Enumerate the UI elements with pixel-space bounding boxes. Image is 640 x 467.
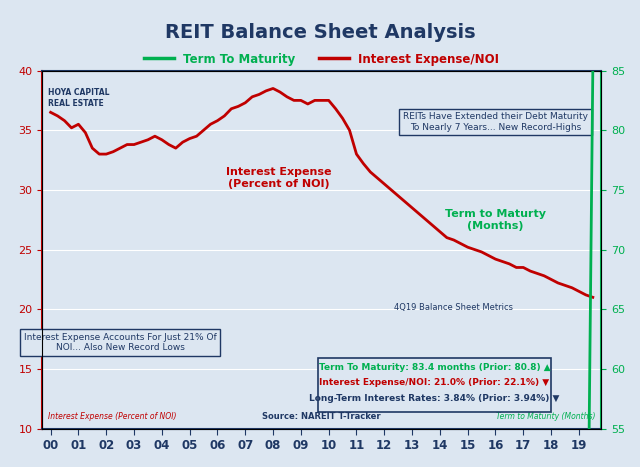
Text: Interest Expense/NOI: 21.0% (Prior: 22.1%) ▼: Interest Expense/NOI: 21.0% (Prior: 22.1… xyxy=(319,378,549,388)
Text: Long-Term Interest Rates: 3.84% (Prior: 3.94%) ▼: Long-Term Interest Rates: 3.84% (Prior: … xyxy=(309,394,559,403)
Text: Interest Expense (Percent of NOI): Interest Expense (Percent of NOI) xyxy=(48,412,177,421)
Text: HOYA CAPITAL
REAL ESTATE: HOYA CAPITAL REAL ESTATE xyxy=(48,88,109,108)
Text: Term To Maturity: 83.4 months (Prior: 80.8) ▲: Term To Maturity: 83.4 months (Prior: 80… xyxy=(319,363,550,372)
Text: REIT Balance Sheet Analysis: REIT Balance Sheet Analysis xyxy=(164,23,476,42)
Text: Interest Expense Accounts For Just 21% Of
NOI... Also New Record Lows: Interest Expense Accounts For Just 21% O… xyxy=(24,333,216,353)
Text: Interest Expense
(Percent of NOI): Interest Expense (Percent of NOI) xyxy=(226,167,332,189)
Text: 4Q19 Balance Sheet Metrics: 4Q19 Balance Sheet Metrics xyxy=(394,303,513,311)
FancyBboxPatch shape xyxy=(317,358,551,412)
Text: Term to Maturty
(Months): Term to Maturty (Months) xyxy=(445,209,546,231)
Text: Term to Maturity (Months): Term to Maturity (Months) xyxy=(496,412,596,421)
Text: Source: NAREIT T-Tracker: Source: NAREIT T-Tracker xyxy=(262,412,381,421)
Legend: Term To Maturity, Interest Expense/NOI: Term To Maturity, Interest Expense/NOI xyxy=(140,48,504,70)
Text: REITs Have Extended their Debt Maturity
To Nearly 7 Years... New Record-Highs: REITs Have Extended their Debt Maturity … xyxy=(403,112,588,132)
